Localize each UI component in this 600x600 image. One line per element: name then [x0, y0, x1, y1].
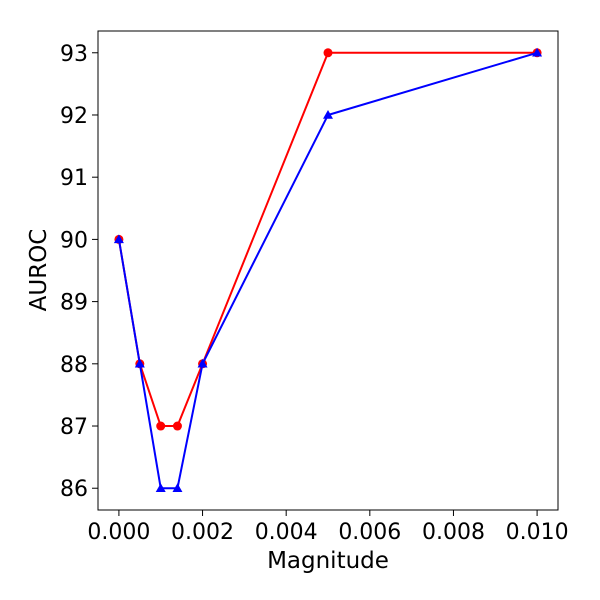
y-tick-label: 88 — [60, 353, 88, 378]
y-axis-ticks: 86 87 88 89 90 91 92 93 — [60, 42, 98, 502]
series-1-line — [117, 51, 538, 428]
x-tick-label: 0.010 — [506, 520, 569, 545]
series-2-point — [134, 358, 145, 368]
x-tick-label: 0.002 — [171, 520, 234, 545]
y-tick-label: 92 — [60, 104, 88, 129]
y-tick-label: 89 — [60, 291, 88, 316]
series-2-point — [113, 234, 124, 244]
y-tick-label: 91 — [60, 166, 88, 191]
series-1-point — [172, 421, 182, 431]
x-axis-label: Magnitude — [267, 548, 389, 574]
series-1-point — [156, 421, 166, 431]
series-2-point — [323, 109, 333, 119]
y-tick-label: 90 — [60, 228, 88, 253]
x-tick-label: 0.006 — [338, 520, 401, 545]
x-tick-label: 0.004 — [255, 520, 318, 545]
x-tick-label: 0.000 — [87, 520, 150, 545]
y-tick-label: 86 — [60, 477, 88, 502]
plot-frame — [97, 30, 559, 511]
series-layer — [113, 47, 543, 492]
x-axis-ticks: 0.000 0.002 0.004 0.006 0.008 0.010 — [87, 510, 569, 545]
series-1-point — [323, 48, 333, 58]
series-2-point — [172, 483, 183, 492]
series-2-point — [532, 47, 543, 57]
y-tick-label: 87 — [60, 415, 88, 440]
y-axis-label: AUROC — [26, 229, 52, 312]
series-2-point — [155, 483, 166, 492]
y-tick-label: 93 — [60, 42, 88, 67]
series-2-point — [197, 358, 208, 368]
x-tick-label: 0.008 — [422, 520, 485, 545]
